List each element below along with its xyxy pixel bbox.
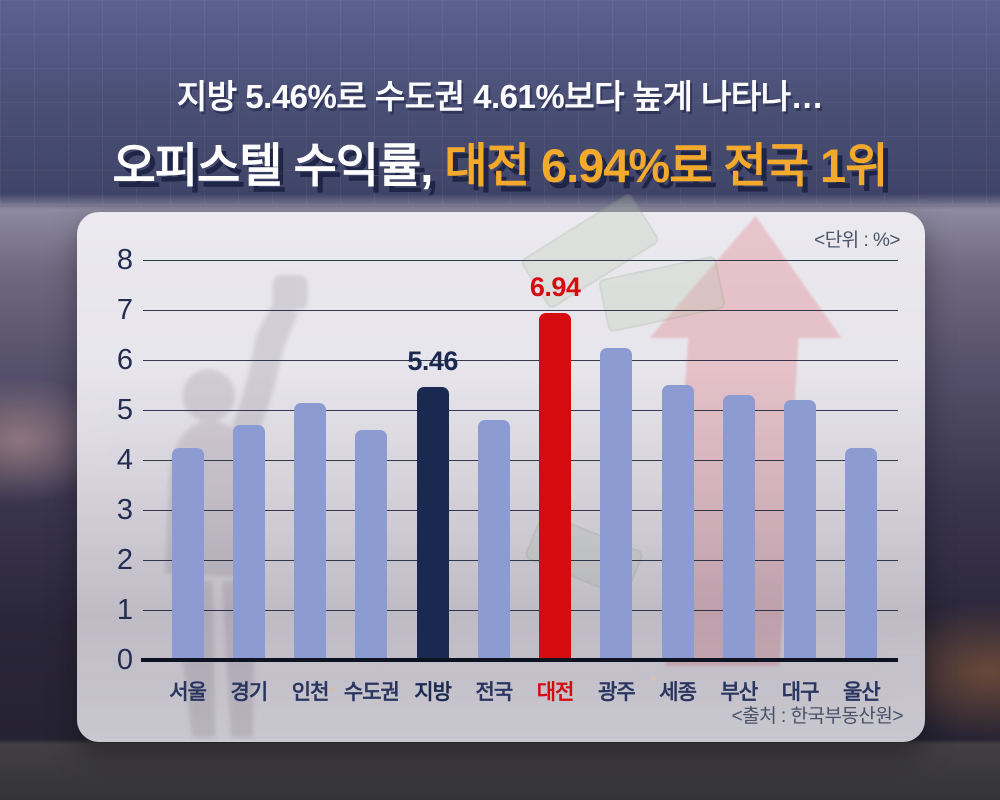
gridline-8 (143, 259, 898, 261)
x-label-지방: 지방 (414, 681, 452, 704)
unit-note: <단위 : %> (814, 230, 900, 251)
bar-지방 (416, 387, 449, 660)
bar-value-label-지방: 5.46 (407, 346, 458, 376)
bar-서울 (171, 447, 204, 660)
background-grid-pattern (0, 0, 1000, 205)
bar-column-수도권 (341, 260, 402, 660)
bar-울산 (845, 447, 878, 660)
x-label-울산: 울산 (843, 681, 881, 704)
gridline-3 (143, 509, 898, 511)
bar-인천 (294, 402, 327, 660)
x-label-세종: 세종 (659, 681, 697, 704)
page-title: 오피스텔 수익률, 대전 6.94%로 전국 1위 (0, 127, 1000, 196)
y-tick-label-1: 1 (116, 594, 133, 626)
x-label-부산: 부산 (720, 681, 759, 704)
bar-대구 (784, 400, 817, 660)
bar-column-전국 (463, 260, 524, 660)
gridline-5 (143, 409, 898, 411)
x-label-인천: 인천 (291, 681, 330, 704)
bar-column-세종 (647, 260, 708, 660)
bar-column-인천 (280, 260, 341, 660)
gridline-4 (143, 459, 898, 461)
bar-value-label-대전: 6.94 (529, 272, 581, 302)
y-tick-label-0: 0 (116, 644, 133, 676)
title-prefix: 오피스텔 수익률, (112, 139, 445, 192)
y-tick-label-7: 7 (116, 294, 133, 326)
y-tick-label-5: 5 (116, 394, 133, 426)
y-tick-label-3: 3 (116, 494, 133, 526)
gridline-1 (143, 609, 898, 611)
y-tick-label-8: 8 (116, 244, 133, 276)
bar-경기 (232, 425, 265, 660)
gridline-6 (143, 359, 898, 361)
y-tick-label-4: 4 (116, 444, 133, 476)
header: 지방 5.46%로 수도권 4.61%보다 높게 나타나… 오피스텔 수익률, … (0, 0, 1000, 196)
bar-column-대구 (770, 260, 831, 660)
subtitle-text: 지방 5.46%로 수도권 4.61%보다 높게 나타나… (176, 78, 824, 115)
bar-column-울산 (831, 260, 892, 660)
x-label-서울: 서울 (169, 681, 207, 704)
source-note: <출처 : 한국부동산원> (731, 706, 904, 727)
bar-광주 (600, 347, 633, 660)
x-label-대전: 대전 (536, 681, 575, 704)
bar-column-경기 (218, 260, 279, 660)
bars-container: 5.46 6.94 (157, 260, 892, 660)
bar-column-지방: 5.46 (402, 260, 463, 660)
x-axis-baseline (141, 658, 898, 662)
x-axis-labels: 서울 경기 인천 수도권 지방 전국 대전 광주 세종 부산 대구 울산 (157, 676, 892, 706)
bar-column-대전: 6.94 (525, 260, 586, 660)
bar-세종 (661, 385, 694, 660)
plot-area: 0 1 2 3 4 5 6 7 8 5.46 6.94 서울 경기 인천 수도권 지방 전국 대전 광주 세종 부산 대구… (117, 244, 898, 704)
bar-column-광주 (586, 260, 647, 660)
bar-부산 (722, 395, 755, 660)
x-label-전국: 전국 (475, 681, 514, 704)
x-label-수도권: 수도권 (343, 681, 400, 704)
bar-column-서울 (157, 260, 218, 660)
gridline-7 (143, 309, 898, 311)
y-tick-label-6: 6 (116, 344, 133, 376)
y-tick-label-2: 2 (116, 544, 133, 576)
chart-panel: <단위 : %> 0 1 2 3 4 5 6 7 8 5.46 6.94 서울 경기 인천 수도권 지방 전국 대… (77, 191, 925, 742)
x-label-광주: 광주 (598, 681, 636, 704)
bar-전국 (477, 420, 510, 660)
bar-대전 (539, 313, 572, 660)
x-label-경기: 경기 (230, 681, 269, 704)
gridline-2 (143, 559, 898, 561)
x-label-대구: 대구 (781, 681, 820, 704)
title-highlight: 대전 6.94%로 전국 1위 (444, 139, 888, 192)
bar-column-부산 (708, 260, 769, 660)
bar-수도권 (355, 429, 388, 660)
